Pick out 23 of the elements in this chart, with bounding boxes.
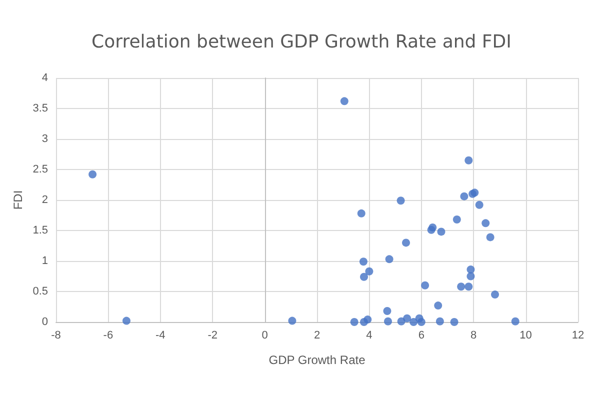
y-tick-label: 4 [42, 72, 48, 84]
y-tick-label: 1.5 [32, 224, 48, 236]
x-tick-label: 8 [470, 330, 477, 342]
x-tick-label: -4 [156, 330, 166, 342]
x-axis-title: GDP Growth Rate [268, 353, 366, 367]
y-tick-label: 1 [42, 255, 48, 267]
x-tick-label: 4 [366, 330, 372, 342]
x-tick-label: 12 [572, 330, 584, 342]
y-axis-title: FDI [11, 190, 25, 210]
y-tick-label: 0 [42, 316, 48, 328]
x-tick-label: 6 [418, 330, 424, 342]
y-tick-label: 2.5 [32, 164, 48, 176]
x-tick-label: -2 [208, 330, 218, 342]
x-tick-label: -8 [51, 330, 61, 342]
x-tick-label: 2 [314, 330, 320, 342]
x-tick-label: -6 [103, 330, 114, 342]
y-tick-label: 0.5 [32, 286, 48, 298]
y-tick-label: 2 [42, 194, 48, 206]
x-tick-label: 10 [520, 330, 532, 342]
y-tick-label: 3.5 [32, 102, 48, 114]
chart-title: Correlation between GDP Growth Rate and FDI [92, 32, 512, 52]
x-tick-label: 0 [262, 330, 268, 342]
y-tick-label: 3 [42, 133, 48, 145]
